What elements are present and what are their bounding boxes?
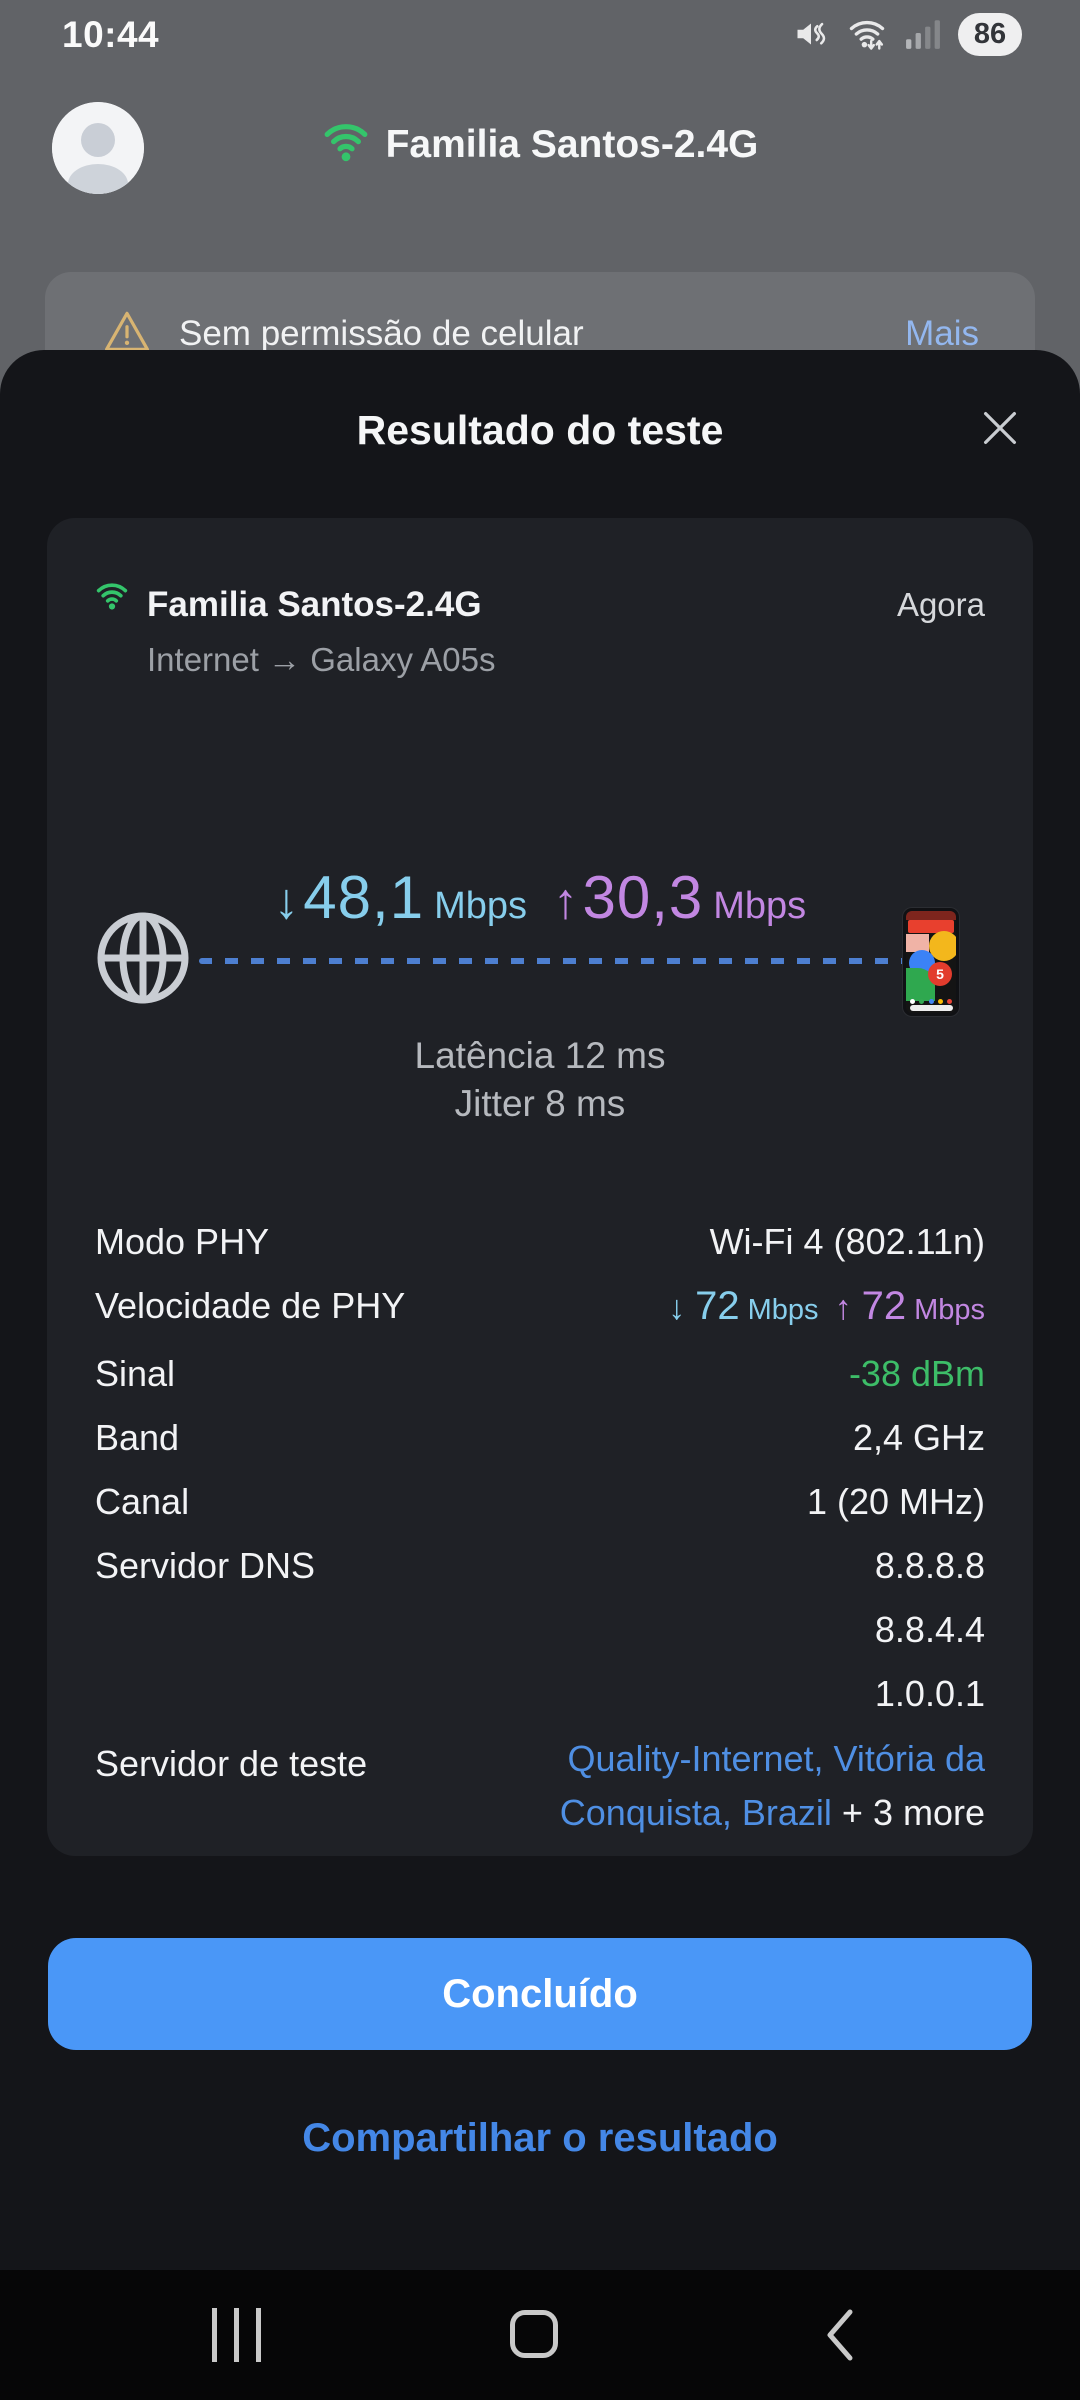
latency-text: Latência 12 ms bbox=[414, 1035, 666, 1076]
phy-speed-value: ↓ 72 Mbps ↑ 72 Mbps bbox=[668, 1274, 985, 1342]
wifi-icon bbox=[322, 120, 370, 169]
jitter-text: Jitter 8 ms bbox=[454, 1083, 626, 1124]
dns-server-1: 8.8.8.8 bbox=[874, 1545, 985, 1586]
test-server-link[interactable]: Quality-Internet, Vitória da Conquista, … bbox=[559, 1738, 985, 1833]
warning-more-link[interactable]: Mais bbox=[905, 314, 979, 353]
result-sheet: Resultado do teste Familia Santos-2.4G A… bbox=[0, 350, 1080, 2270]
row-signal: Sinal -38 dBm bbox=[95, 1342, 985, 1406]
upload-unit: Mbps bbox=[713, 885, 807, 927]
navigation-bar bbox=[0, 2270, 1080, 2400]
phy-mode-label: Modo PHY bbox=[95, 1221, 270, 1262]
dns-server-2: 8.8.4.4 bbox=[874, 1609, 985, 1650]
connection-dotted-line bbox=[199, 958, 905, 964]
recents-icon[interactable] bbox=[212, 2308, 261, 2362]
app-header: Familia Santos-2.4G bbox=[0, 96, 1080, 206]
upload-arrow-icon: ↑ bbox=[553, 873, 578, 929]
pixel-5-badge: 5 bbox=[928, 962, 952, 986]
phy-mode-value: Wi-Fi 4 (802.11n) bbox=[709, 1221, 985, 1262]
status-bar: 10:44 86 bbox=[0, 0, 1080, 64]
warning-triangle-icon bbox=[101, 306, 153, 363]
avatar[interactable] bbox=[52, 102, 144, 194]
download-speed: ↓ 48,1 Mbps bbox=[274, 864, 527, 931]
upload-value: 30,3 bbox=[582, 864, 704, 931]
card-header: Familia Santos-2.4G Agora Internet → Gal… bbox=[47, 518, 1033, 682]
phy-down-arrow-icon: ↓ bbox=[668, 1289, 686, 1327]
phy-up-arrow-icon: ↑ bbox=[834, 1289, 852, 1327]
speed-readout: ↓ 48,1 Mbps ↑ 30,3 Mbps bbox=[47, 860, 1033, 952]
wifi-updown-icon bbox=[846, 14, 888, 54]
header-network-name: Familia Santos-2.4G bbox=[385, 122, 759, 166]
done-button[interactable]: Concluído bbox=[48, 1938, 1032, 2050]
row-test-server: Servidor de teste Quality-Internet, Vitó… bbox=[95, 1732, 985, 1840]
dns-values: 8.8.8.8 8.8.4.4 1.0.0.1 bbox=[875, 1534, 985, 1726]
back-icon[interactable] bbox=[822, 2308, 856, 2367]
signal-value: -38 dBm bbox=[848, 1353, 985, 1394]
row-dns: Servidor DNS 8.8.8.8 8.8.4.4 1.0.0.1 bbox=[95, 1534, 985, 1726]
result-timestamp: Agora bbox=[896, 586, 985, 623]
result-network-name: Familia Santos-2.4G bbox=[147, 585, 482, 624]
phy-down-unit: Mbps bbox=[747, 1294, 819, 1326]
download-arrow-icon: ↓ bbox=[273, 873, 299, 929]
result-path: Internet → Galaxy A05s bbox=[147, 641, 496, 678]
mute-icon bbox=[793, 16, 829, 52]
channel-value: 1 (20 MHz) bbox=[806, 1481, 985, 1522]
status-icons: 86 bbox=[793, 12, 1022, 56]
share-result-link[interactable]: Compartilhar o resultado bbox=[302, 2116, 778, 2160]
details-list: Modo PHY Wi-Fi 4 (802.11n) Velocidade de… bbox=[47, 1210, 1033, 1840]
band-value: 2,4 GHz bbox=[852, 1417, 985, 1458]
device-phone-image: 5 bbox=[903, 908, 959, 1016]
test-server-suffix: + 3 more bbox=[831, 1792, 985, 1833]
header-title-row: Familia Santos-2.4G bbox=[0, 120, 1080, 169]
status-time: 10:44 bbox=[62, 14, 160, 55]
signal-label: Sinal bbox=[95, 1353, 176, 1394]
battery-icon: 86 bbox=[958, 12, 1022, 56]
upload-speed: ↑ 30,3 Mbps bbox=[553, 864, 806, 931]
download-value: 48,1 bbox=[303, 864, 425, 931]
row-phy-speed: Velocidade de PHY ↓ 72 Mbps ↑ 72 Mbps bbox=[95, 1274, 985, 1342]
dns-label: Servidor DNS bbox=[95, 1545, 316, 1586]
sheet-header: Resultado do teste bbox=[0, 350, 1080, 518]
warning-message: Sem permissão de celular bbox=[179, 314, 584, 353]
result-card: Familia Santos-2.4G Agora Internet → Gal… bbox=[47, 518, 1033, 1856]
phy-up-value: 72 bbox=[861, 1284, 907, 1328]
phy-down-value: 72 bbox=[695, 1284, 740, 1328]
speed-zone: ↓ 48,1 Mbps ↑ 30,3 Mbps 5 bbox=[47, 682, 1033, 1210]
row-channel: Canal 1 (20 MHz) bbox=[95, 1470, 985, 1534]
signal-bars-icon bbox=[905, 16, 941, 52]
download-unit: Mbps bbox=[434, 885, 527, 927]
home-icon[interactable] bbox=[510, 2310, 558, 2358]
wifi-icon-small bbox=[95, 580, 129, 630]
phy-speed-label: Velocidade de PHY bbox=[95, 1285, 406, 1326]
test-server-label: Servidor de teste bbox=[95, 1743, 368, 1784]
band-label: Band bbox=[95, 1417, 180, 1458]
phy-up-unit: Mbps bbox=[914, 1294, 985, 1326]
battery-percent: 86 bbox=[973, 17, 1007, 50]
dns-server-3: 1.0.0.1 bbox=[874, 1673, 985, 1714]
row-phy-mode: Modo PHY Wi-Fi 4 (802.11n) bbox=[95, 1210, 985, 1274]
channel-label: Canal bbox=[95, 1481, 190, 1522]
sheet-title: Resultado do teste bbox=[356, 407, 724, 453]
test-server-value: Quality-Internet, Vitória da Conquista, … bbox=[485, 1732, 985, 1840]
row-band: Band 2,4 GHz bbox=[95, 1406, 985, 1470]
close-icon[interactable] bbox=[974, 402, 1026, 454]
globe-icon bbox=[95, 910, 191, 1011]
